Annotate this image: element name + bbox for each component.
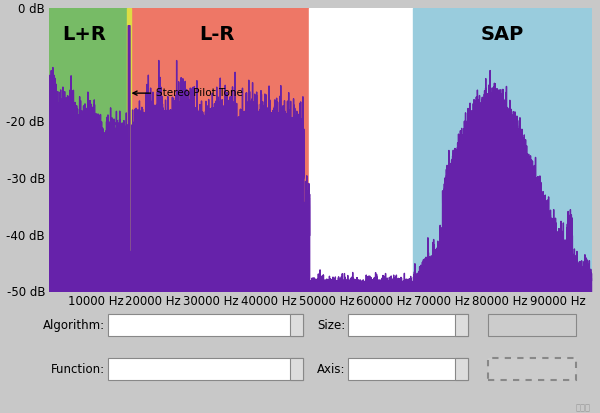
Text: Algorithm:: Algorithm: <box>43 318 105 332</box>
Bar <box>38 8 127 291</box>
Bar <box>348 358 468 380</box>
Text: ⟋⟋⟋: ⟋⟋⟋ <box>576 404 591 412</box>
Text: Axis:: Axis: <box>317 363 345 375</box>
Bar <box>290 358 303 380</box>
Bar <box>455 358 468 380</box>
Text: ▲: ▲ <box>460 361 464 366</box>
Text: ▼: ▼ <box>460 328 464 333</box>
Bar <box>309 8 413 291</box>
Bar <box>488 314 576 336</box>
Text: Function:: Function: <box>51 363 105 375</box>
Text: Size:: Size: <box>317 318 345 332</box>
Text: Stereo Pilot Tone: Stereo Pilot Tone <box>133 88 243 98</box>
Text: Export...: Export... <box>507 318 557 332</box>
Text: ▼: ▼ <box>295 328 299 333</box>
Bar <box>455 314 468 336</box>
Text: 1024: 1024 <box>353 320 381 330</box>
Text: ▼: ▼ <box>295 372 299 377</box>
Bar <box>290 314 303 336</box>
Bar <box>108 314 303 336</box>
Text: ▼: ▼ <box>460 372 464 377</box>
Text: Linear frequency: Linear frequency <box>353 364 448 374</box>
Text: L-R: L-R <box>199 25 235 44</box>
Bar <box>348 314 468 336</box>
Bar <box>127 8 131 291</box>
Bar <box>413 8 592 291</box>
Bar <box>131 8 309 291</box>
Text: L+R: L+R <box>62 25 106 44</box>
Text: Close: Close <box>516 363 548 375</box>
Bar <box>108 358 303 380</box>
Text: ▲: ▲ <box>295 361 299 366</box>
Text: ▲: ▲ <box>295 317 299 322</box>
Bar <box>488 358 576 380</box>
Text: Hanning window: Hanning window <box>113 364 206 374</box>
Text: Spectrum: Spectrum <box>113 320 167 330</box>
Text: SAP: SAP <box>481 25 524 44</box>
Text: ▲: ▲ <box>460 317 464 322</box>
